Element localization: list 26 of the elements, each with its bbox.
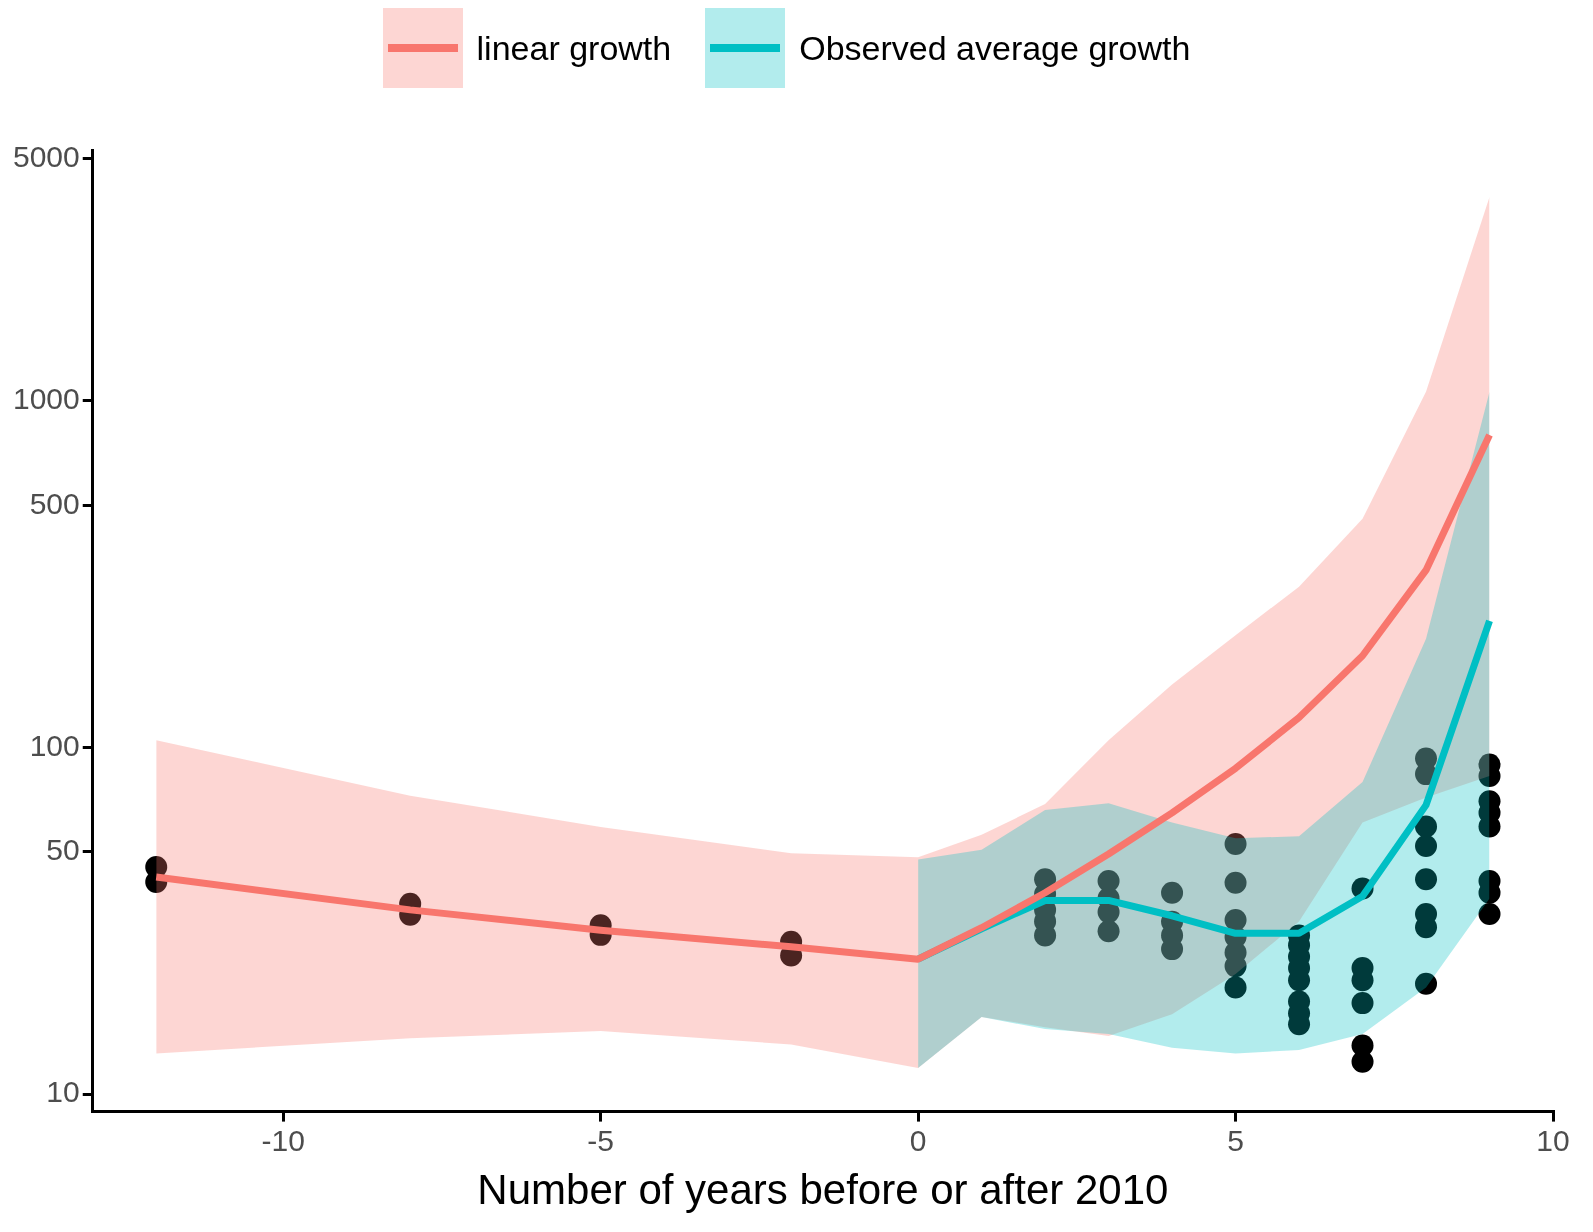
point <box>1351 992 1374 1015</box>
x-tick-label: -10 <box>261 1123 305 1157</box>
point <box>1415 834 1438 857</box>
legend-label: linear growth <box>476 28 672 68</box>
point <box>1478 902 1501 925</box>
point <box>1161 881 1184 904</box>
x-axis-title: Number of years before or after 2010 <box>477 1166 1169 1214</box>
x-tick-label: 0 <box>909 1123 927 1157</box>
x-tick-label: 5 <box>1227 1123 1244 1157</box>
y-tick-label: 5000 <box>12 140 80 174</box>
point <box>1351 1050 1374 1073</box>
legend-label: Observed average growth <box>799 28 1191 68</box>
point <box>1224 832 1247 855</box>
point <box>1097 920 1120 943</box>
y-tick-label: 500 <box>29 486 80 520</box>
point <box>1224 976 1247 999</box>
x-tick-label: 10 <box>1536 1123 1570 1157</box>
y-tick-label: 100 <box>29 728 80 762</box>
y-tick-label: 1000 <box>12 382 80 416</box>
point <box>1415 868 1438 891</box>
point <box>1415 972 1438 995</box>
y-tick-label: 50 <box>46 833 80 867</box>
y-tick-label: 10 <box>46 1075 80 1109</box>
point <box>1224 871 1247 894</box>
point <box>1415 815 1438 838</box>
x-tick-label: -5 <box>587 1123 614 1157</box>
